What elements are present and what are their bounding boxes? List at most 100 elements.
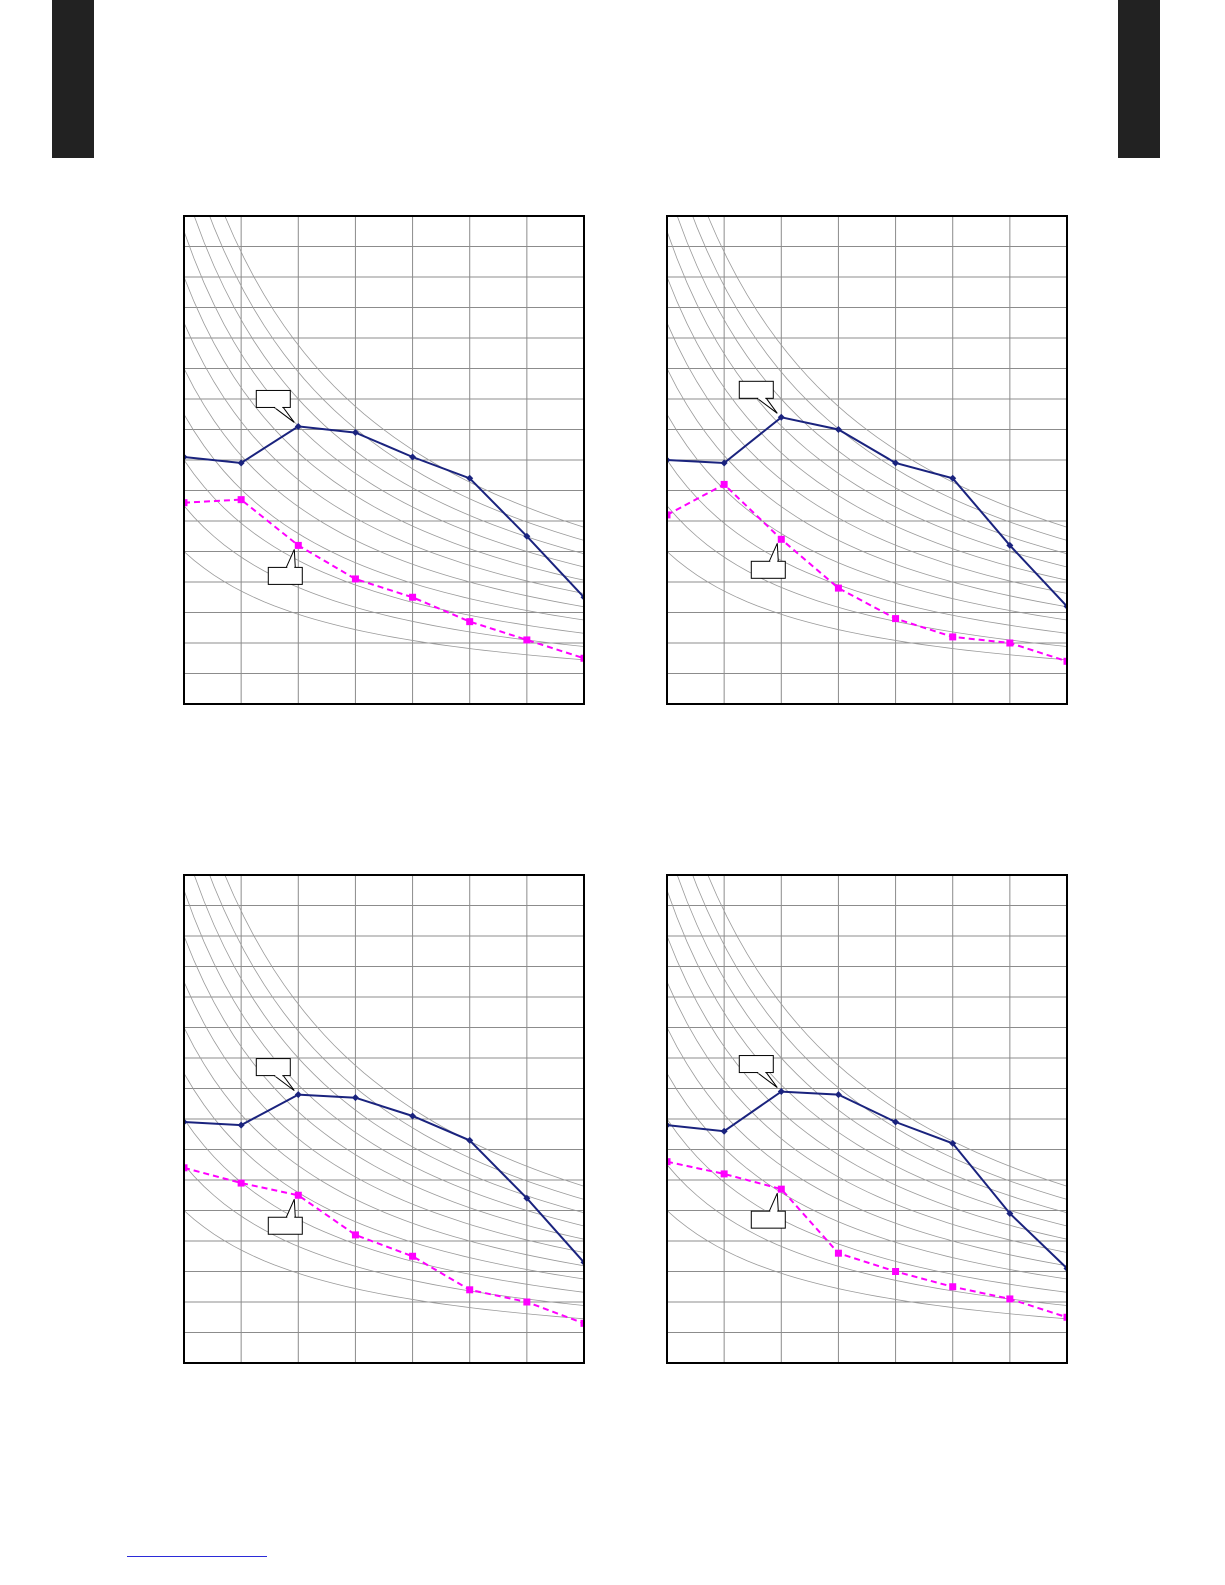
reference-curve bbox=[666, 1118, 1068, 1293]
series-1-point bbox=[720, 459, 728, 467]
reference-curve bbox=[193, 874, 585, 1214]
reference-curve bbox=[706, 215, 1068, 528]
callout-pointer bbox=[768, 1192, 779, 1212]
chart-frame bbox=[183, 874, 585, 1364]
series-1-point bbox=[949, 1139, 957, 1147]
reference-curve bbox=[183, 890, 585, 1227]
series-1-line bbox=[183, 1093, 585, 1264]
callout-pointer bbox=[285, 549, 296, 568]
chart-svg bbox=[666, 215, 1068, 705]
series-1-line bbox=[183, 425, 585, 598]
reference-curve bbox=[666, 505, 1068, 647]
reference-curve bbox=[706, 874, 1068, 1187]
series-2-line bbox=[666, 1160, 1068, 1319]
series-2-point bbox=[183, 499, 188, 507]
reference-curve bbox=[183, 368, 585, 608]
callout-pointer bbox=[768, 543, 779, 562]
reference-curve bbox=[676, 215, 1068, 555]
series-2-point bbox=[466, 1286, 474, 1294]
chart-svg bbox=[666, 874, 1068, 1364]
chart-frame bbox=[183, 215, 585, 705]
series-2-line bbox=[666, 483, 1068, 663]
series-2-point bbox=[666, 1158, 671, 1166]
series-2-point bbox=[523, 636, 531, 644]
callout-box bbox=[255, 389, 291, 408]
series-2-point bbox=[466, 618, 474, 626]
callout-box bbox=[267, 1216, 303, 1235]
series-2-point bbox=[580, 1319, 585, 1327]
series-2-callout bbox=[750, 543, 786, 579]
series-2-callout bbox=[267, 549, 303, 585]
footer-link-underline[interactable] bbox=[127, 1556, 267, 1557]
series-1-point bbox=[1006, 1210, 1014, 1218]
reference-curve bbox=[691, 215, 1068, 541]
series-2-point bbox=[834, 584, 842, 592]
chart-svg bbox=[183, 874, 585, 1364]
series-1-point bbox=[523, 1194, 531, 1202]
series-2-point bbox=[237, 1179, 245, 1187]
reference-curve bbox=[183, 935, 585, 1240]
reference-curve bbox=[666, 276, 1068, 581]
reference-curve bbox=[223, 215, 585, 528]
series-2-point bbox=[777, 1185, 785, 1193]
reference-curve bbox=[666, 322, 1068, 594]
reference-curve bbox=[183, 1027, 585, 1267]
series-2-point bbox=[720, 1170, 728, 1178]
series-2-point bbox=[720, 480, 728, 488]
series-1-point bbox=[892, 459, 900, 467]
series-2-point bbox=[666, 511, 671, 519]
callout-pointer bbox=[755, 1072, 778, 1088]
series-1-point bbox=[1006, 541, 1014, 549]
series-1-line bbox=[666, 416, 1068, 608]
page-tab-right bbox=[1118, 0, 1160, 158]
reference-curve bbox=[183, 1073, 585, 1280]
reference-curve bbox=[666, 551, 1068, 661]
series-2-point bbox=[523, 1298, 531, 1306]
series-2-point bbox=[351, 1231, 359, 1239]
reference-curve bbox=[183, 231, 585, 568]
chart-frame bbox=[666, 215, 1068, 705]
reference-curve bbox=[676, 874, 1068, 1214]
reference-curve bbox=[183, 414, 585, 621]
series-1-point bbox=[892, 1118, 900, 1126]
series-1-point bbox=[294, 422, 302, 430]
series-2-callout bbox=[750, 1192, 786, 1229]
series-1-callout bbox=[738, 380, 778, 414]
series-2-point bbox=[237, 496, 245, 504]
series-2-point bbox=[409, 1252, 417, 1260]
reference-curve bbox=[666, 368, 1068, 608]
series-2-point bbox=[1006, 1295, 1014, 1303]
series-2-line bbox=[183, 1166, 585, 1325]
series-2-point bbox=[777, 535, 785, 543]
reference-curve bbox=[666, 890, 1068, 1227]
series-2-point bbox=[949, 633, 957, 641]
callout-box bbox=[738, 380, 774, 399]
series-1-point bbox=[720, 1127, 728, 1135]
series-1-point bbox=[237, 459, 245, 467]
series-1-point bbox=[237, 1121, 245, 1129]
callout-box bbox=[267, 566, 303, 585]
reference-curve bbox=[666, 935, 1068, 1240]
reference-curve bbox=[208, 874, 585, 1200]
reference-curve bbox=[183, 322, 585, 594]
series-1-point bbox=[834, 426, 842, 433]
series-1-callout bbox=[738, 1055, 778, 1088]
callout-pointer bbox=[285, 1199, 296, 1218]
chart-top-left bbox=[183, 215, 585, 705]
reference-curve bbox=[666, 1164, 1068, 1306]
reference-curve bbox=[666, 981, 1068, 1253]
reference-curve bbox=[666, 231, 1068, 568]
series-2-point bbox=[834, 1249, 842, 1257]
chart-bottom-left bbox=[183, 874, 585, 1364]
page-tab-left bbox=[52, 0, 94, 158]
chart-frame bbox=[666, 874, 1068, 1364]
series-1-point bbox=[777, 1088, 785, 1096]
reference-curve bbox=[666, 459, 1068, 634]
series-1-point bbox=[351, 1094, 359, 1102]
series-2-callout bbox=[267, 1199, 303, 1235]
series-2-line bbox=[183, 498, 585, 660]
series-1-point bbox=[523, 532, 531, 540]
reference-curve bbox=[193, 215, 585, 555]
callout-box bbox=[738, 1055, 774, 1074]
series-2-point bbox=[892, 1268, 900, 1275]
